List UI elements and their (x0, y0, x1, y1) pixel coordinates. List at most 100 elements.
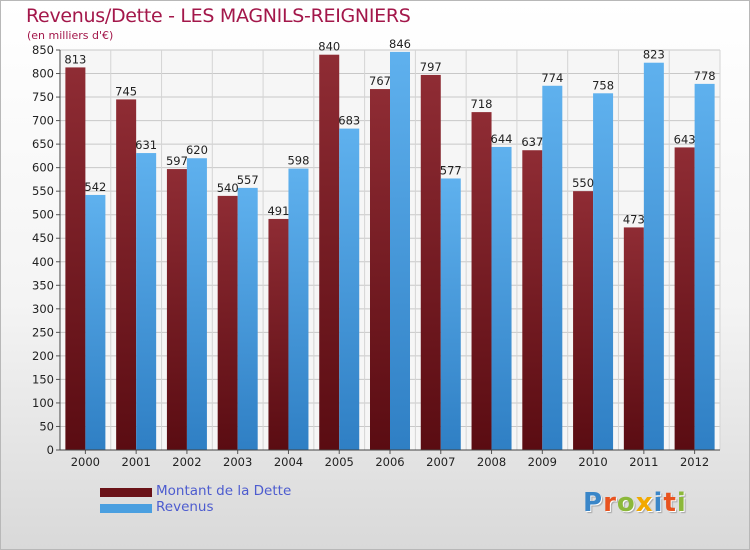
y-tick-label: 250 (32, 325, 54, 339)
logo-letter: P (583, 488, 604, 518)
data-label-debt-2000: 813 (64, 52, 86, 66)
chart-title: Revenus/Dette - LES MAGNILS-REIGNIERS (26, 5, 411, 27)
logo-letter: i (653, 488, 664, 518)
data-label-revenue-2010: 758 (592, 78, 614, 92)
y-tick-label: 500 (32, 208, 54, 222)
logo-letter: r (603, 488, 617, 518)
data-label-debt-2003: 540 (217, 181, 239, 195)
data-label-debt-2002: 597 (166, 154, 188, 168)
logo-letter: i (676, 488, 687, 518)
y-tick-label: 650 (32, 137, 54, 151)
x-tick-label: 2011 (629, 455, 658, 469)
bar-revenue-2002 (186, 158, 207, 450)
data-label-revenue-2004: 598 (287, 154, 309, 168)
bar-debt-2009 (522, 150, 543, 450)
data-label-debt-2004: 491 (267, 204, 289, 218)
data-label-debt-2006: 767 (369, 74, 391, 88)
bar-revenue-2005 (339, 128, 360, 450)
bar-revenue-2001 (136, 153, 157, 450)
x-tick-label: 2005 (325, 455, 354, 469)
y-tick-label: 750 (32, 90, 54, 104)
y-tick-label: 550 (32, 184, 54, 198)
data-label-revenue-2007: 577 (440, 163, 462, 177)
bar-debt-2003 (217, 195, 238, 450)
bar-revenue-2008 (491, 146, 512, 451)
data-label-revenue-2009: 774 (541, 71, 563, 85)
bar-debt-2000 (65, 67, 86, 450)
bar-revenue-2009 (542, 85, 563, 450)
bar-revenue-2003 (237, 187, 258, 450)
data-label-revenue-2006: 846 (389, 37, 411, 51)
data-label-debt-2007: 797 (420, 60, 442, 74)
y-tick-label: 400 (32, 255, 54, 269)
bar-debt-2004 (268, 218, 289, 450)
bar-revenue-2006 (390, 51, 410, 450)
data-label-revenue-2000: 542 (84, 180, 106, 194)
data-label-revenue-2001: 631 (135, 138, 157, 152)
data-label-revenue-2012: 778 (694, 69, 716, 83)
y-tick-label: 300 (32, 302, 54, 316)
y-tick-label: 800 (32, 67, 54, 81)
proxiti-logo: Proxiti (583, 488, 687, 518)
data-label-debt-2008: 718 (471, 97, 493, 111)
bar-revenue-2010 (593, 93, 614, 450)
data-label-debt-2001: 745 (115, 84, 137, 98)
bar-revenue-2004 (288, 168, 309, 450)
y-tick-label: 50 (39, 419, 54, 433)
bar-revenue-2007 (440, 178, 461, 450)
bar-debt-2012 (674, 147, 695, 451)
axis-layer: 0 50 100 150 200 250 300 350 400 450 500 550 600 650 7… (32, 43, 720, 469)
bar-revenue-2012 (694, 83, 715, 450)
bar-debt-2008 (471, 112, 492, 450)
chart-subtitle: (en milliers d'€) (27, 29, 114, 42)
data-label-debt-2010: 550 (572, 176, 594, 190)
bar-debt-2010 (573, 191, 594, 451)
data-label-revenue-2003: 557 (237, 173, 259, 187)
bar-debt-2002 (166, 169, 187, 450)
x-tick-label: 2003 (223, 455, 252, 469)
logo-letter: t (663, 488, 677, 518)
bar-debt-2006 (370, 89, 390, 450)
data-label-revenue-2011: 823 (643, 48, 665, 62)
data-label-revenue-2002: 620 (186, 143, 208, 157)
y-tick-label: 700 (32, 114, 54, 128)
legend-label-revenue: Revenus (156, 499, 214, 515)
data-label-revenue-2008: 644 (491, 132, 513, 146)
y-tick-label: 350 (32, 278, 54, 292)
x-tick-label: 2008 (477, 455, 506, 469)
x-tick-label: 2000 (71, 455, 100, 469)
x-tick-label: 2002 (172, 455, 201, 469)
y-tick-label: 0 (47, 443, 54, 457)
bar-revenue-2000 (85, 194, 106, 450)
bar-debt-2011 (623, 227, 644, 450)
x-tick-label: 2012 (680, 455, 709, 469)
bar-layer (65, 51, 715, 451)
data-label-debt-2005: 840 (318, 40, 340, 54)
legend-label-debt: Montant de la Dette (156, 483, 292, 499)
logo-letter: x (635, 488, 654, 518)
y-tick-label: 200 (32, 349, 54, 363)
data-label-revenue-2005: 683 (338, 114, 360, 128)
bar-debt-2001 (116, 99, 137, 450)
y-tick-label: 450 (32, 231, 54, 245)
logo-letter: o (616, 488, 636, 518)
legend-swatch-debt (100, 488, 152, 497)
data-label-debt-2012: 643 (674, 132, 696, 146)
bar-revenue-2011 (643, 62, 664, 451)
data-label-debt-2009: 637 (521, 135, 543, 149)
x-tick-label: 2001 (122, 455, 151, 469)
y-tick-label: 600 (32, 161, 54, 175)
bar-debt-2007 (420, 74, 441, 451)
x-tick-label: 2010 (578, 455, 607, 469)
x-tick-label: 2006 (375, 455, 404, 469)
data-label-debt-2011: 473 (623, 212, 645, 226)
y-tick-label: 850 (32, 43, 54, 57)
legend-swatch-revenue (100, 504, 152, 513)
y-tick-label: 100 (32, 396, 54, 410)
y-tick-label: 150 (32, 372, 54, 386)
bar-debt-2005 (319, 54, 340, 451)
x-tick-label: 2007 (426, 455, 455, 469)
x-tick-label: 2009 (528, 455, 557, 469)
